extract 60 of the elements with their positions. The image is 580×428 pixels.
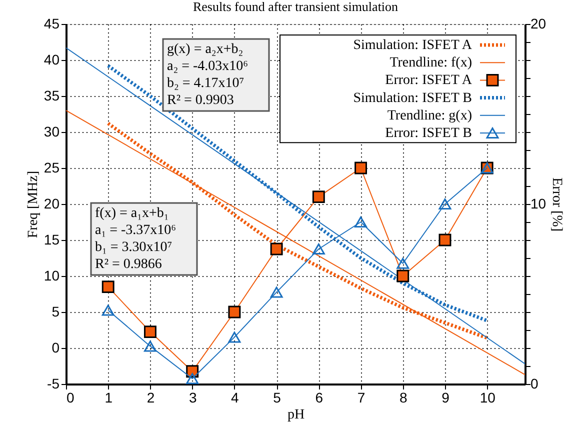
y-tick-label: 5 — [52, 304, 60, 320]
annotation: a₁ = -3.37x10⁶ — [95, 223, 176, 238]
legend-label: Error: ISFET B — [385, 126, 472, 141]
x-tick-label: 1 — [104, 390, 113, 406]
x-tick-label: 7 — [357, 390, 366, 406]
y2-axis-title: Error [%] — [549, 177, 564, 232]
annotation: R² = 0.9903 — [167, 93, 234, 108]
point — [396, 258, 410, 269]
annotation: f(x) = a₁x+b₁ — [95, 206, 169, 221]
y-tick-label: 10 — [44, 268, 60, 284]
x-tick-label: 6 — [315, 390, 324, 406]
x-tick-label: 5 — [273, 390, 282, 406]
y-tick-label: 15 — [44, 232, 60, 248]
x-tick-label: 4 — [231, 390, 240, 406]
x-tick-label: 0 — [66, 390, 74, 406]
legend-label: Trendline: f(x) — [390, 56, 472, 71]
point — [312, 190, 325, 204]
x-tick-label: 9 — [442, 390, 450, 406]
point — [312, 244, 325, 254]
annotation: g(x) = a₂x+b₂ — [167, 42, 244, 57]
point — [102, 304, 114, 316]
point — [144, 326, 156, 338]
y-tick-label: 35 — [44, 88, 60, 104]
y-tick-label: 0 — [52, 340, 60, 356]
y-tick-label: 45 — [44, 16, 60, 32]
point — [102, 280, 114, 294]
y-tick-label: 40 — [44, 52, 60, 68]
point — [354, 216, 367, 228]
legend-label: Error: ISFET A — [385, 73, 473, 88]
point — [270, 286, 283, 298]
x-tick-label: 10 — [480, 390, 496, 406]
annotation: a₂ = -4.03x10⁶ — [167, 59, 248, 74]
annotation: b₂ = 4.17x10⁷ — [167, 76, 244, 91]
point — [144, 340, 156, 352]
x-tick-label: 2 — [146, 390, 155, 406]
point — [228, 332, 241, 343]
annotation: b₁ = 3.30x10⁷ — [95, 240, 172, 255]
x-axis-title: pH — [287, 408, 305, 422]
chart-title: Results found after transient simulation — [192, 0, 399, 14]
annotation: R² = 0.9866 — [95, 257, 162, 272]
point — [438, 234, 452, 246]
y2-tick-label: 0 — [530, 376, 538, 392]
legend-label: Trendline: g(x) — [387, 108, 472, 124]
y2-tick-label: 20 — [530, 16, 546, 32]
point — [396, 270, 410, 282]
y-tick-label: 30 — [44, 124, 60, 140]
y2-tick-label: 10 — [530, 196, 546, 212]
x-tick-label: 3 — [188, 390, 197, 406]
point — [438, 198, 452, 210]
x-tick-label: 8 — [399, 390, 408, 406]
y-tick-label: -5 — [47, 376, 60, 392]
y-tick-label: 25 — [44, 160, 60, 176]
point — [354, 162, 367, 174]
legend-label: Simulation: ISFET B — [353, 90, 472, 106]
y-tick-label: 20 — [44, 196, 60, 212]
point — [270, 242, 283, 256]
y-axis-title: Freq [MHz] — [26, 170, 41, 238]
point — [186, 373, 199, 384]
legend-label: Simulation: ISFET A — [353, 38, 473, 53]
point — [228, 306, 241, 318]
